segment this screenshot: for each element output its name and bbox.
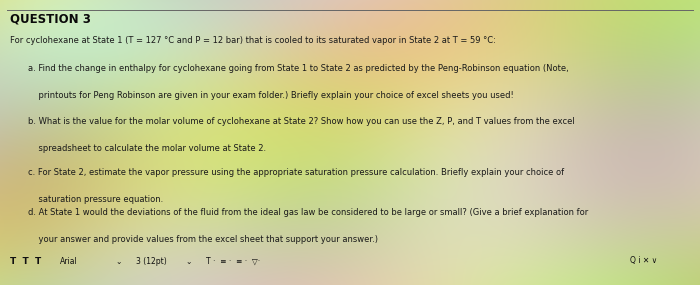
Text: For cyclohexane at State 1 (T = 127 °C and P = 12 bar) that is cooled to its sat: For cyclohexane at State 1 (T = 127 °C a… <box>10 36 496 45</box>
Text: Arial: Arial <box>60 256 77 266</box>
Text: 3 (12pt): 3 (12pt) <box>136 256 167 266</box>
Text: Q i ✕ ∨: Q i ✕ ∨ <box>630 256 657 266</box>
Text: ⌄: ⌄ <box>116 256 122 266</box>
Text: c. For State 2, estimate the vapor pressure using the appropriate saturation pre: c. For State 2, estimate the vapor press… <box>28 168 564 177</box>
Text: T  T  T: T T T <box>10 256 42 266</box>
Text: T ·  ≡ ·  ≡ ·  ▽·: T · ≡ · ≡ · ▽· <box>206 256 260 266</box>
Text: b. What is the value for the molar volume of cyclohexane at State 2? Show how yo: b. What is the value for the molar volum… <box>28 117 575 126</box>
Text: d. At State 1 would the deviations of the fluid from the ideal gas law be consid: d. At State 1 would the deviations of th… <box>28 208 588 217</box>
Text: saturation pressure equation.: saturation pressure equation. <box>28 195 163 204</box>
Text: a. Find the change in enthalpy for cyclohexane going from State 1 to State 2 as : a. Find the change in enthalpy for cyclo… <box>28 64 568 73</box>
Text: QUESTION 3: QUESTION 3 <box>10 13 92 26</box>
Text: your answer and provide values from the excel sheet that support your answer.): your answer and provide values from the … <box>28 235 378 244</box>
Text: spreadsheet to calculate the molar volume at State 2.: spreadsheet to calculate the molar volum… <box>28 144 266 153</box>
Text: ⌄: ⌄ <box>186 256 192 266</box>
Text: printouts for Peng Robinson are given in your exam folder.) Briefly explain your: printouts for Peng Robinson are given in… <box>28 91 514 100</box>
